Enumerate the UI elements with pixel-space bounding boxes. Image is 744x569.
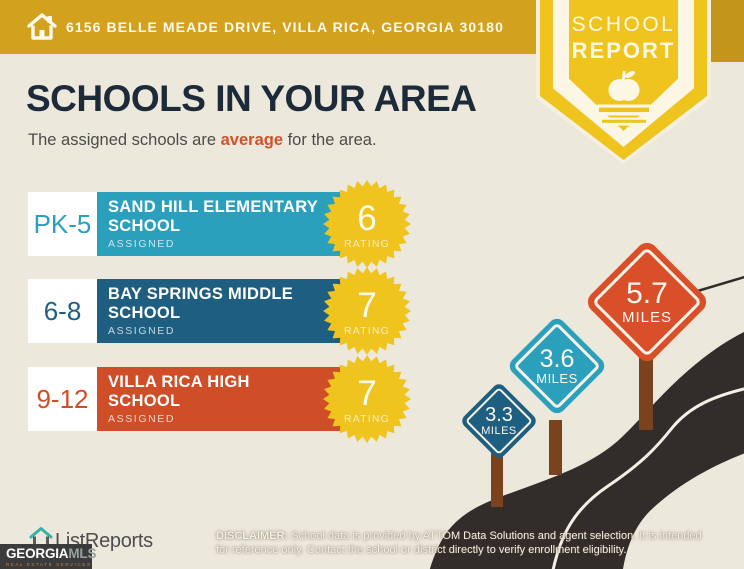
subtitle-rating-word: average <box>220 131 284 149</box>
ribbon-title-line1: SCHOOL <box>571 13 676 36</box>
school-row-high: 9-12 VILLA RICA HIGH SCHOOL ASSIGNED <box>28 367 346 431</box>
school-bar: SAND HILL ELEMENTARY SCHOOL ASSIGNED <box>97 192 346 256</box>
header-band <box>0 0 542 54</box>
subtitle: The assigned schools are average for the… <box>28 131 377 150</box>
distance-sign-5-7-miles: 5.7 MILES <box>583 238 711 366</box>
grade-range: PK-5 <box>28 192 97 256</box>
home-icon <box>27 13 57 40</box>
subtitle-suffix: for the area. <box>283 131 377 149</box>
distance-value: 3.6 <box>539 345 575 374</box>
school-row-elementary: PK-5 SAND HILL ELEMENTARY SCHOOL ASSIGNED <box>28 192 346 256</box>
rating-value: 6 <box>357 198 377 238</box>
disclaimer-text: DISCLAIMER: School data is provided by A… <box>216 530 702 556</box>
georgiamls-name-part1: GEORGIA <box>6 546 69 561</box>
georgiamls-name-part2: MLS <box>68 546 97 561</box>
distance-sign-3-3-miles: 3.3 MILES <box>459 381 539 461</box>
distance-value: 5.7 <box>626 277 668 311</box>
rating-value: 7 <box>357 373 377 413</box>
distance-sign-3-6-miles: 3.6 MILES <box>506 315 608 417</box>
property-address: 6156 BELLE MEADE DRIVE, VILLA RICA, GEOR… <box>66 19 504 35</box>
assigned-label: ASSIGNED <box>108 238 176 251</box>
sign-post <box>639 355 653 430</box>
distance-unit: MILES <box>536 371 578 387</box>
rating-label: RATING <box>343 324 391 337</box>
sign-post <box>491 450 503 507</box>
school-name: BAY SPRINGS MIDDLE SCHOOL <box>108 284 294 322</box>
school-name: VILLA RICA HIGH SCHOOL <box>108 372 250 410</box>
school-bar: BAY SPRINGS MIDDLE SCHOOL ASSIGNED <box>97 279 346 343</box>
rating-value: 7 <box>357 285 377 325</box>
rating-label: RATING <box>343 412 391 425</box>
assigned-label: ASSIGNED <box>108 325 176 338</box>
disclaimer-label: DISCLAIMER: <box>216 530 289 542</box>
subtitle-prefix: The assigned schools are <box>28 131 221 149</box>
assigned-label: ASSIGNED <box>108 413 176 426</box>
school-row-middle: 6-8 BAY SPRINGS MIDDLE SCHOOL ASSIGNED <box>28 279 346 343</box>
distance-unit: MILES <box>621 308 672 326</box>
school-name: SAND HILL ELEMENTARY SCHOOL <box>108 197 319 235</box>
ribbon-title-line2: REPORT <box>571 38 676 63</box>
page-title: SCHOOLS IN YOUR AREA <box>26 78 477 119</box>
distance-unit: MILES <box>481 424 517 437</box>
header-corner-block <box>705 0 744 62</box>
school-report-ribbon: SCHOOL REPORT <box>536 0 711 164</box>
grade-range: 6-8 <box>28 279 97 343</box>
grade-range: 9-12 <box>28 367 97 431</box>
apple-on-books-icon <box>594 70 653 126</box>
rating-label: RATING <box>343 237 391 250</box>
distance-value: 3.3 <box>485 403 513 426</box>
school-bar: VILLA RICA HIGH SCHOOL ASSIGNED <box>97 367 346 431</box>
georgiamls-tagline: REAL ESTATE SERVICES <box>6 561 92 567</box>
georgiamls-logo: GEORGIAMLS REAL ESTATE SERVICES <box>0 544 96 569</box>
sign-post <box>549 420 562 475</box>
